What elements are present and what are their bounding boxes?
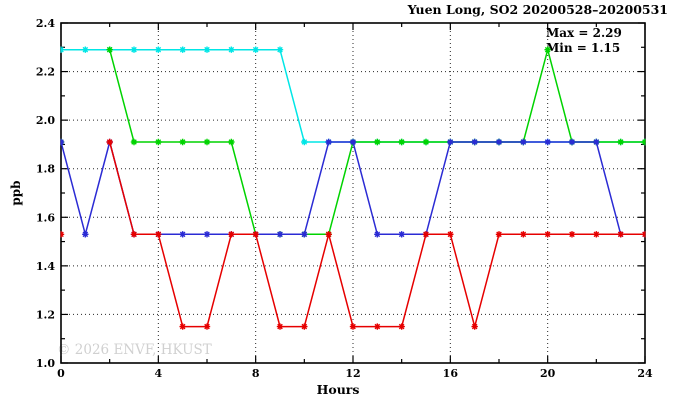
- stats-annotation: Max = 2.29 Min = 1.15: [546, 26, 622, 55]
- x-tick-label: 8: [252, 367, 260, 380]
- x-tick-label: 4: [155, 367, 163, 380]
- y-tick-label: 2.2: [36, 66, 55, 79]
- x-tick-label: 16: [443, 367, 459, 380]
- x-tick-label: 20: [540, 367, 556, 380]
- y-tick-label: 1.2: [36, 308, 55, 321]
- min-value-label: Min = 1.15: [546, 40, 621, 55]
- series-layer: [60, 46, 646, 330]
- chart-title: Yuen Long, SO2 20200528–20200531: [407, 2, 668, 17]
- x-tick-label: 24: [637, 367, 653, 380]
- watermark-text: © 2026 ENVF, HKUST: [57, 342, 212, 358]
- y-tick-label: 2.0: [36, 114, 55, 127]
- y-tick-label: 2.4: [36, 17, 55, 30]
- series-markers-blue: [60, 138, 646, 238]
- y-tick-label: 1.4: [36, 260, 55, 273]
- x-tick-label: 12: [345, 367, 360, 380]
- x-axis-title: Hours: [316, 382, 360, 397]
- max-value-label: Max = 2.29: [546, 26, 622, 40]
- y-tick-label: 1.6: [36, 211, 55, 224]
- y-tick-label: 1.8: [36, 163, 55, 176]
- y-tick-label: 1.0: [36, 357, 55, 370]
- x-tick-label: 0: [57, 367, 65, 380]
- series-markers-red: [60, 138, 646, 330]
